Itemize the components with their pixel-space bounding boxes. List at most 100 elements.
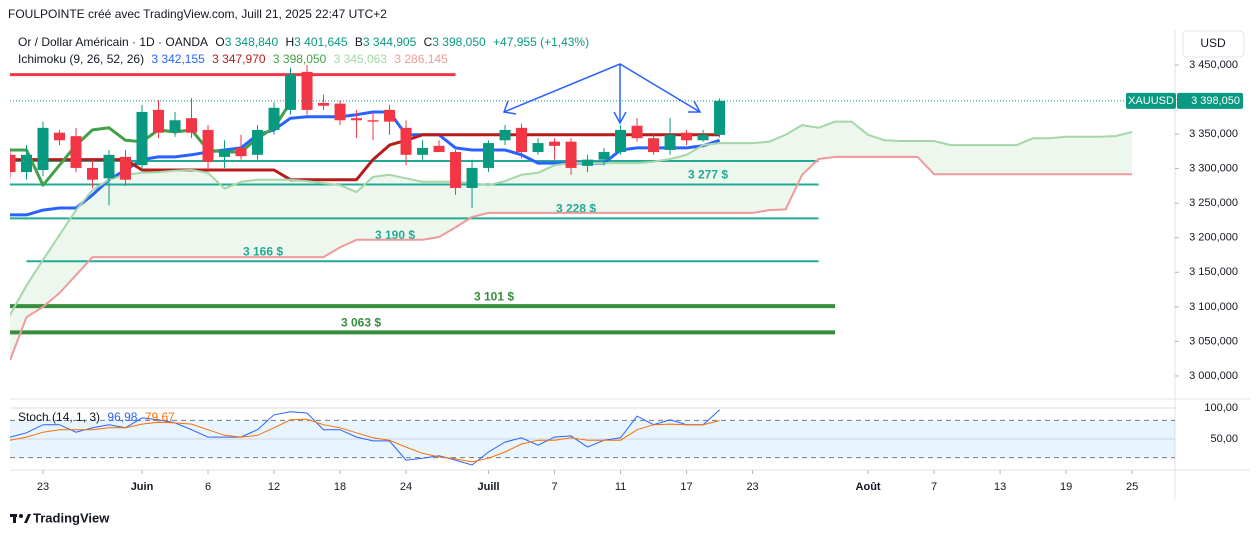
candle-body: [549, 141, 561, 146]
candle-body: [70, 136, 82, 168]
candle-body: [400, 127, 412, 155]
x-tick-label: 11: [615, 481, 626, 493]
y-tick-label: 3 450,000: [1189, 59, 1238, 71]
x-tick-label: 23: [37, 481, 49, 493]
ohlc-value: 3 401,645: [294, 35, 348, 49]
candle-body: [697, 134, 709, 141]
candle-body: [153, 109, 165, 133]
candle-body: [87, 167, 99, 180]
candle-body: [318, 102, 330, 106]
candle-body: [417, 147, 429, 155]
level-label: 3 190 $: [375, 228, 415, 242]
x-tick-label: Juin: [131, 481, 154, 493]
candle-body: [235, 147, 247, 157]
y-tick-label: 3 000,000: [1189, 370, 1238, 382]
logo-shape: [24, 514, 31, 523]
candle-body: [582, 159, 594, 166]
ohlc-letter: H: [285, 35, 295, 49]
main-pane: 3 277 $3 228 $3 190 $3 166 $3 101 $3 063…: [10, 64, 1175, 361]
y-tick-label: 3 250,000: [1189, 197, 1238, 209]
y-tick-label: 3 300,000: [1189, 163, 1238, 175]
candle-body: [351, 118, 363, 121]
x-tick-label: 6: [205, 481, 211, 493]
ohlc-letter: O: [215, 35, 225, 49]
candle-body: [681, 132, 693, 141]
candle-body: [21, 154, 33, 173]
candle-body: [186, 118, 198, 133]
badge-price-bg: [1177, 92, 1243, 109]
candle-body: [219, 149, 231, 157]
price-badge: XAUUSD 3 398,050: [1126, 92, 1243, 109]
candle-body: [169, 120, 181, 132]
candle-body: [714, 100, 726, 135]
ohlc-letter: C: [423, 35, 433, 49]
title: FOULPOINTE créé avec TradingView.com, Ju…: [8, 7, 387, 21]
y-tick-label: 50,00: [1210, 433, 1238, 445]
candle-body: [37, 127, 49, 171]
arrow-head: [613, 111, 627, 125]
candle-body: [10, 154, 16, 173]
indicator-legend: Ichimoku (9, 26, 52, 26) 3 342,155 3 347…: [18, 52, 452, 66]
cloud: [10, 121, 1133, 361]
candle-body: [466, 167, 478, 188]
indicator-name: Ichimoku (9, 26, 52, 26): [18, 52, 145, 66]
logo-shape: [13, 514, 16, 523]
oscillator-legend: Stoch (14, 1, 3) 96,98 79,67: [18, 410, 179, 424]
candle-body: [615, 129, 627, 153]
x-tick-label: 7: [931, 481, 937, 493]
indicator-value: 3 347,970: [212, 52, 266, 66]
ohlc-value: 3 398,050: [432, 35, 486, 49]
brand: TradingView: [33, 510, 110, 525]
badge-symbol: XAUUSD: [1128, 95, 1174, 107]
x-tick-label: 13: [994, 481, 1006, 493]
currency: USD: [1200, 36, 1226, 50]
oscillator-value: 79,67: [144, 410, 175, 424]
y-tick-label: 3 050,000: [1189, 335, 1238, 347]
arrow-head: [502, 100, 517, 115]
line: [10, 409, 720, 466]
indicator-value: 3 286,145: [394, 52, 448, 66]
candle-body: [483, 143, 495, 168]
y-tick-label: 3 100,000: [1189, 301, 1238, 313]
candle-body: [598, 152, 610, 160]
y-tick-label: 3 200,000: [1189, 232, 1238, 244]
badge-price: 3 398,050: [1191, 95, 1240, 107]
x-tick-label: 18: [334, 481, 346, 493]
y-tick-label: 3 350,000: [1189, 128, 1238, 140]
candle-body: [565, 141, 577, 168]
candle-body: [499, 129, 511, 141]
oscillator-value: 96,98: [107, 410, 138, 424]
ohlc-value: 3 348,840: [224, 35, 279, 49]
candle-body: [367, 120, 379, 122]
candle-body: [103, 154, 115, 179]
x-tick-label: 19: [1060, 481, 1072, 493]
badge-symbol-bg: [1126, 92, 1176, 109]
indicator-value: 3 342,155: [151, 52, 205, 66]
level-label: 3 063 $: [341, 316, 381, 330]
line: [10, 418, 720, 463]
currency-box[interactable]: [1182, 30, 1245, 58]
oscillator-name: Stoch (14, 1, 3): [18, 410, 101, 424]
arrow-drawing: [502, 63, 702, 125]
candle-body: [301, 71, 313, 110]
level-label: 3 277 $: [688, 168, 728, 182]
change: +47,955 (+1,43%): [493, 35, 590, 49]
logo: [10, 514, 31, 523]
level-label: 3 101 $: [474, 289, 514, 303]
symbol-legend: Or / Dollar Américain · 1D · OANDA O3 34…: [18, 35, 593, 49]
candle-body: [664, 134, 676, 150]
x-tick-label: 25: [1126, 481, 1138, 493]
candle-body: [136, 111, 148, 166]
line: [10, 155, 1133, 361]
candle-body: [120, 156, 132, 180]
band-fill: [10, 420, 1175, 458]
candle-body: [450, 152, 462, 188]
arrow-head: [688, 100, 702, 113]
candle-body: [54, 132, 66, 141]
candle-body: [268, 107, 280, 130]
level-label: 3 166 $: [243, 244, 283, 258]
candle-body: [433, 145, 445, 153]
indicator-value: 3 398,050: [272, 52, 327, 66]
